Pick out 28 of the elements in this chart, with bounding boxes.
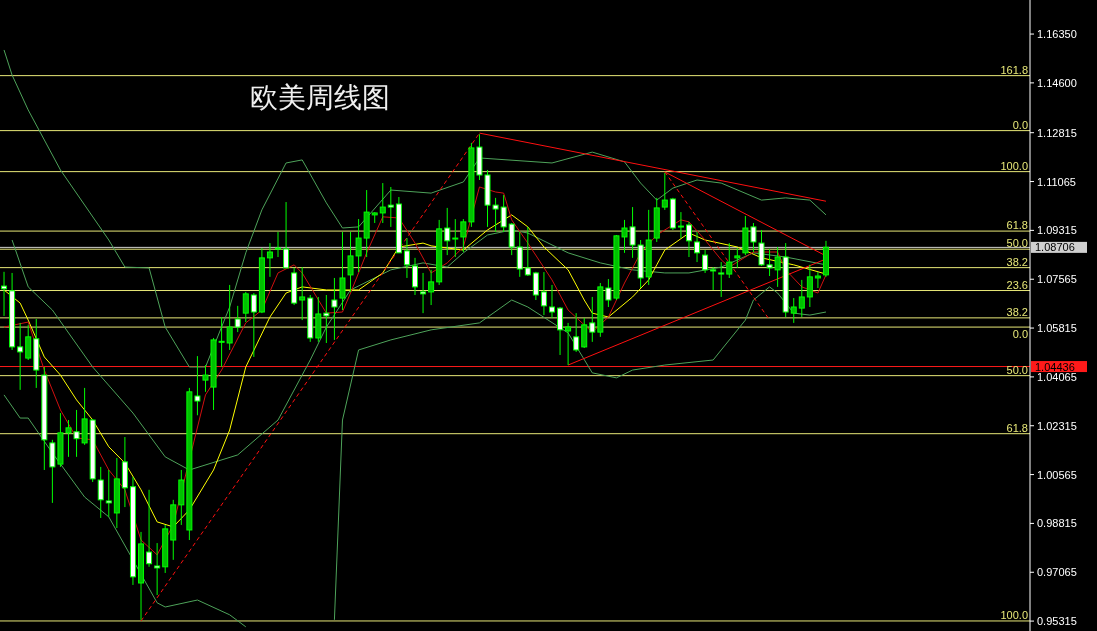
annotation: 23.6 xyxy=(1006,278,1028,291)
annotation: 50.0 xyxy=(1006,237,1028,250)
y-tick-label: 1.04065 xyxy=(1037,370,1077,383)
annotation: 161.8 xyxy=(1000,63,1028,76)
annotation: 61.8 xyxy=(1006,421,1028,434)
y-tick-label: 0.97065 xyxy=(1037,566,1077,579)
y-tick-label: 1.00565 xyxy=(1037,468,1077,481)
y-tick-label: 1.07565 xyxy=(1037,273,1077,286)
annotation: 0.0 xyxy=(1012,118,1028,131)
annotation: 0.0 xyxy=(1012,328,1028,341)
y-tick-label: 1.05815 xyxy=(1037,322,1077,335)
annotation: 100.0 xyxy=(1000,608,1028,621)
y-tick-label: 1.11065 xyxy=(1037,175,1076,188)
annotation: 38.2 xyxy=(1006,305,1028,318)
ref-line-label: 1.08706 xyxy=(1035,241,1075,254)
annotation: 38.2 xyxy=(1006,255,1028,268)
text: 欧美周线图 xyxy=(250,82,390,113)
y-tick-label: 1.12815 xyxy=(1037,126,1077,139)
y-tick-label: 0.95315 xyxy=(1037,615,1077,628)
y-tick-label: 1.14600 xyxy=(1037,76,1077,89)
annotation: 61.8 xyxy=(1006,219,1028,232)
y-tick-label: 1.02315 xyxy=(1037,419,1077,432)
ref-line-label: 1.04436 xyxy=(1035,360,1075,373)
annotation: 100.0 xyxy=(1000,159,1028,172)
annotation: 50.0 xyxy=(1006,363,1028,376)
y-tick-label: 0.98815 xyxy=(1037,517,1077,530)
y-tick-label: 1.16350 xyxy=(1037,28,1077,41)
y-tick-label: 1.09315 xyxy=(1037,224,1077,237)
